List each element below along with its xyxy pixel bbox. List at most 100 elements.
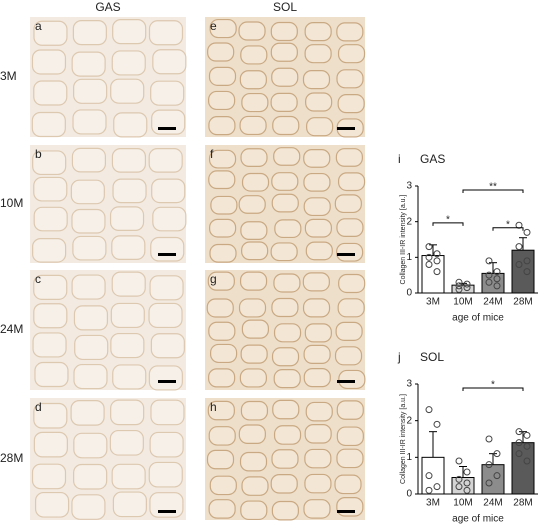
fiber [207, 400, 235, 421]
fiber [303, 149, 331, 168]
data-point [463, 280, 471, 288]
data-point [455, 285, 463, 293]
fiber [109, 206, 145, 231]
fiber [33, 206, 68, 232]
column-label: SOL [273, 0, 297, 14]
fiber [273, 273, 301, 293]
fiber [336, 22, 364, 42]
fiber [31, 49, 67, 75]
fiber [70, 400, 105, 426]
fiber [305, 401, 333, 422]
fiber [270, 92, 298, 113]
micrograph [205, 17, 366, 138]
fiber [151, 109, 186, 135]
fiber [302, 272, 330, 292]
data-point [455, 282, 463, 290]
fiber [274, 219, 302, 239]
fiber [238, 424, 266, 444]
fiber [302, 69, 331, 90]
row-label: 10M [0, 196, 23, 210]
x-tick-label: 28M [513, 297, 532, 308]
fiber [304, 22, 332, 42]
fiber [238, 298, 267, 318]
fiber [72, 235, 107, 261]
data-point [493, 282, 501, 290]
fiber [238, 21, 266, 41]
fiber [112, 491, 147, 518]
fiber [110, 399, 145, 426]
fiber [71, 274, 106, 300]
data-point [493, 450, 501, 458]
data-point [463, 468, 471, 476]
fiber [271, 172, 299, 191]
fiber [148, 461, 183, 488]
fiber [149, 492, 184, 518]
fiber [208, 170, 236, 190]
fiber [337, 94, 365, 114]
data-point [515, 260, 523, 268]
fiber [150, 333, 185, 359]
y-tick-label: 1 [406, 252, 412, 263]
micrograph [30, 17, 187, 138]
fiber [71, 147, 107, 173]
fiber [111, 148, 147, 173]
fiber [334, 194, 362, 214]
fiber [111, 271, 146, 297]
data-point [523, 442, 531, 450]
data-point [463, 284, 471, 292]
data-point [433, 420, 441, 428]
panel-letter: d [35, 400, 42, 414]
panel-letter: h [210, 400, 217, 414]
fiber [240, 45, 268, 65]
fiber [305, 241, 333, 261]
fiber [240, 221, 268, 240]
x-axis-label: age of mice [452, 514, 504, 525]
fiber [271, 67, 299, 87]
fiber [338, 369, 366, 390]
fiber [271, 347, 300, 367]
fiber [337, 172, 366, 192]
data-point [433, 257, 441, 265]
data-point [515, 428, 523, 436]
significance-label: * [446, 214, 450, 225]
scale-bar [337, 510, 355, 513]
panel-letter: b [35, 147, 42, 161]
bar [421, 456, 445, 495]
fiber [303, 368, 331, 388]
micrograph [30, 398, 186, 520]
data-point [523, 457, 531, 465]
fiber [270, 21, 298, 42]
fiber [271, 500, 299, 521]
fiber [151, 178, 186, 204]
y-tick-label: 2 [406, 415, 412, 426]
fiber [110, 302, 145, 329]
fiber [334, 346, 363, 366]
data-point [515, 450, 523, 458]
fiber [31, 463, 67, 490]
fiber [210, 195, 238, 215]
y-tick-label: 0 [406, 489, 412, 500]
x-tick-label: 10M [453, 297, 472, 308]
y-tick-label: 1 [406, 452, 412, 463]
fiber [111, 235, 146, 260]
data-point [523, 431, 531, 439]
fiber [303, 344, 331, 365]
fiber [273, 425, 302, 445]
fiber [270, 42, 298, 62]
fiber [304, 473, 332, 494]
fiber [304, 323, 332, 343]
significance-bracket [492, 227, 524, 231]
data-point [515, 221, 523, 229]
fiber [32, 150, 67, 176]
bar [481, 272, 505, 294]
data-point [425, 243, 433, 251]
x-tick-label: 10M [453, 498, 472, 509]
fiber [273, 323, 302, 343]
fiber [270, 242, 298, 262]
fiber [207, 42, 235, 62]
x-tick-label: 3M [426, 498, 440, 509]
fiber [239, 271, 268, 291]
fiber [33, 402, 68, 429]
fiber [112, 364, 147, 390]
